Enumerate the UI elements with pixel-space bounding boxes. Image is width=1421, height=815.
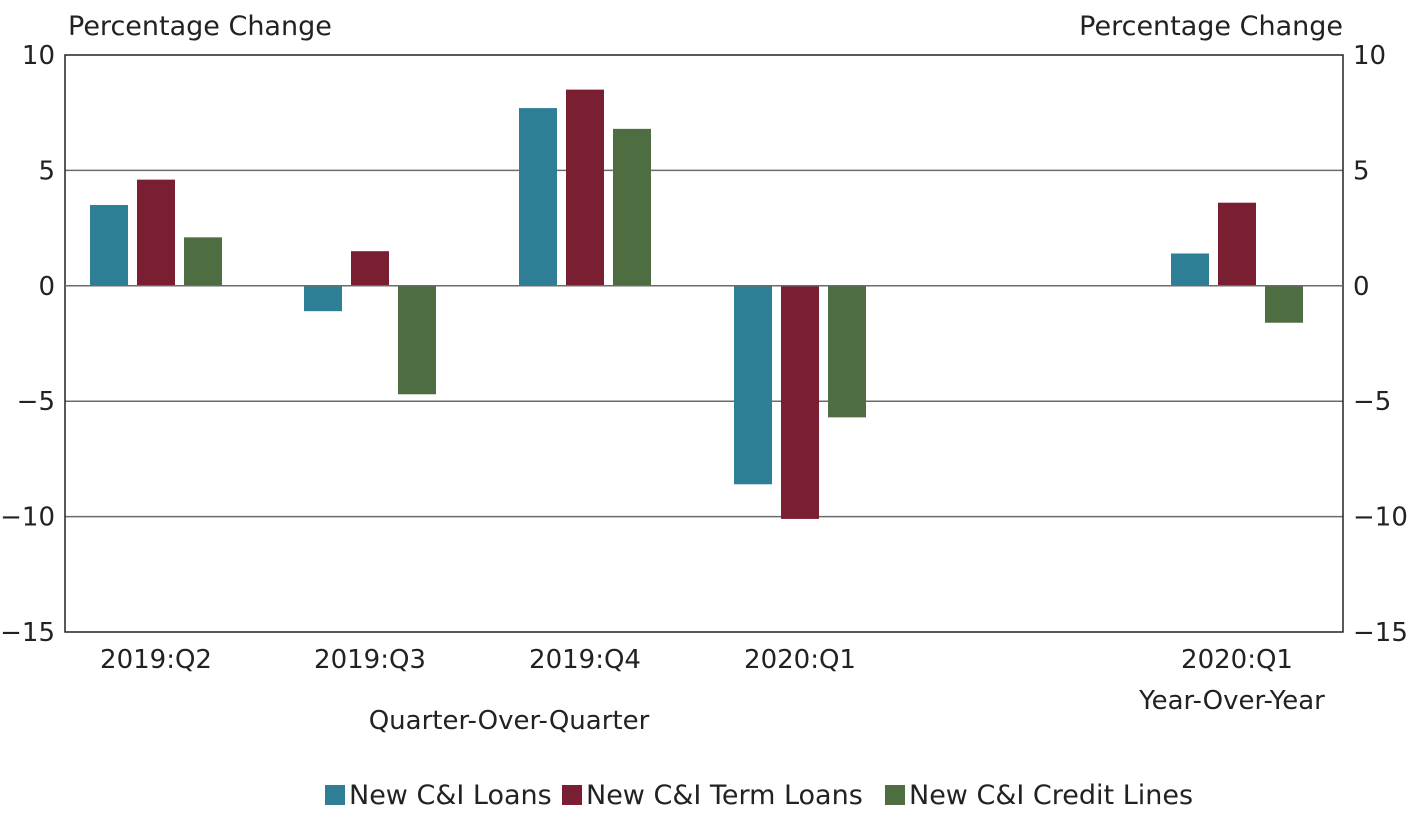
labels: 10 10 5 5 0 0 −5 −5 −10 −10 −15 −15 Percentage Chang… [0,11,1408,736]
axes [64,54,1344,633]
bar [137,179,175,286]
bar [734,285,772,485]
y-tick-label-left: −10 [0,503,55,533]
x-group-label: Year-Over-Year [1138,686,1325,716]
y-axis-title-right: Percentage Change [1079,11,1343,42]
y-tick-label-right: 10 [1353,41,1386,71]
legend-swatch [325,785,345,805]
bar [90,205,128,286]
bar [566,89,604,286]
y-tick-label-right: −15 [1353,618,1408,648]
legend: New C&I Loans New C&I Term Loans New C&I C… [325,780,1193,811]
plot-frame [64,54,1344,633]
legend-label: New C&I Credit Lines [909,780,1193,811]
bar [1218,202,1256,286]
bar [184,237,222,286]
bar [304,285,342,312]
x-tick-label: 2020:Q1 [744,645,856,675]
bars [90,89,1303,519]
y-tick-label-right: −5 [1353,387,1391,417]
bar [613,128,651,286]
bar [519,108,557,286]
y-tick-label-right: 5 [1353,156,1370,186]
bar [1265,285,1303,323]
y-tick-label-right: −10 [1353,503,1408,533]
legend-label: New C&I Term Loans [586,780,863,811]
bar [828,285,866,418]
legend-swatch [885,785,905,805]
bar [351,251,389,286]
y-axis-title-left: Percentage Change [68,11,332,42]
gridlines [65,169,1343,518]
x-group-label: Quarter-Over-Quarter [369,706,650,736]
x-tick-label: 2019:Q2 [100,645,212,675]
y-tick-label-right: 0 [1353,272,1370,302]
x-tick-label: 2019:Q4 [529,645,641,675]
legend-label: New C&I Loans [349,780,552,811]
y-tick-label-left: 5 [38,156,55,186]
y-tick-label-left: 0 [38,272,55,302]
x-tick-label: 2019:Q3 [314,645,426,675]
y-tick-label-left: 10 [22,41,55,71]
bar [398,285,436,395]
y-tick-label-left: −15 [0,618,55,648]
legend-swatch [562,785,582,805]
bar [1171,253,1209,286]
y-tick-label-left: −5 [17,387,55,417]
x-tick-label: 2020:Q1 [1181,645,1293,675]
bar [781,285,819,519]
